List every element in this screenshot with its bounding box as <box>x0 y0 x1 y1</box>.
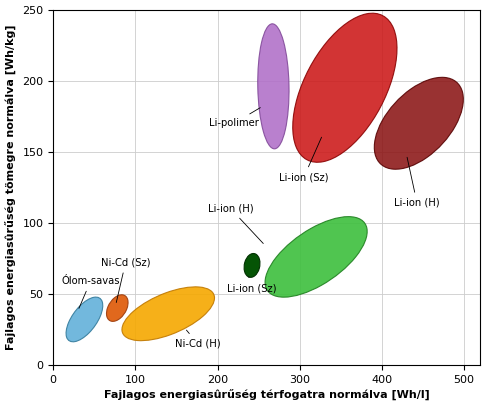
Text: Li-ion (Sz): Li-ion (Sz) <box>227 277 277 293</box>
Text: Ni-Cd (Sz): Ni-Cd (Sz) <box>101 257 150 302</box>
Ellipse shape <box>122 287 214 341</box>
Ellipse shape <box>244 254 260 277</box>
Text: Ni-Cd (H): Ni-Cd (H) <box>175 330 221 348</box>
Ellipse shape <box>293 13 397 162</box>
Text: Li-ion (H): Li-ion (H) <box>394 157 440 208</box>
Ellipse shape <box>66 297 103 342</box>
Text: Li-ion (H): Li-ion (H) <box>208 204 263 243</box>
Ellipse shape <box>258 24 289 149</box>
X-axis label: Fajlagos energiasûrűség térfogatra normálva [Wh/l]: Fajlagos energiasûrűség térfogatra normá… <box>104 390 430 401</box>
Text: Ólom-savas: Ólom-savas <box>61 276 120 309</box>
Ellipse shape <box>265 217 367 297</box>
Text: Li-polimer: Li-polimer <box>209 107 260 128</box>
Ellipse shape <box>106 295 128 322</box>
Y-axis label: Fajlagos energiasûrűség tömegre normálva [Wh/kg]: Fajlagos energiasûrűség tömegre normálva… <box>5 24 17 350</box>
Ellipse shape <box>374 77 463 169</box>
Text: Li-ion (Sz): Li-ion (Sz) <box>279 137 329 182</box>
